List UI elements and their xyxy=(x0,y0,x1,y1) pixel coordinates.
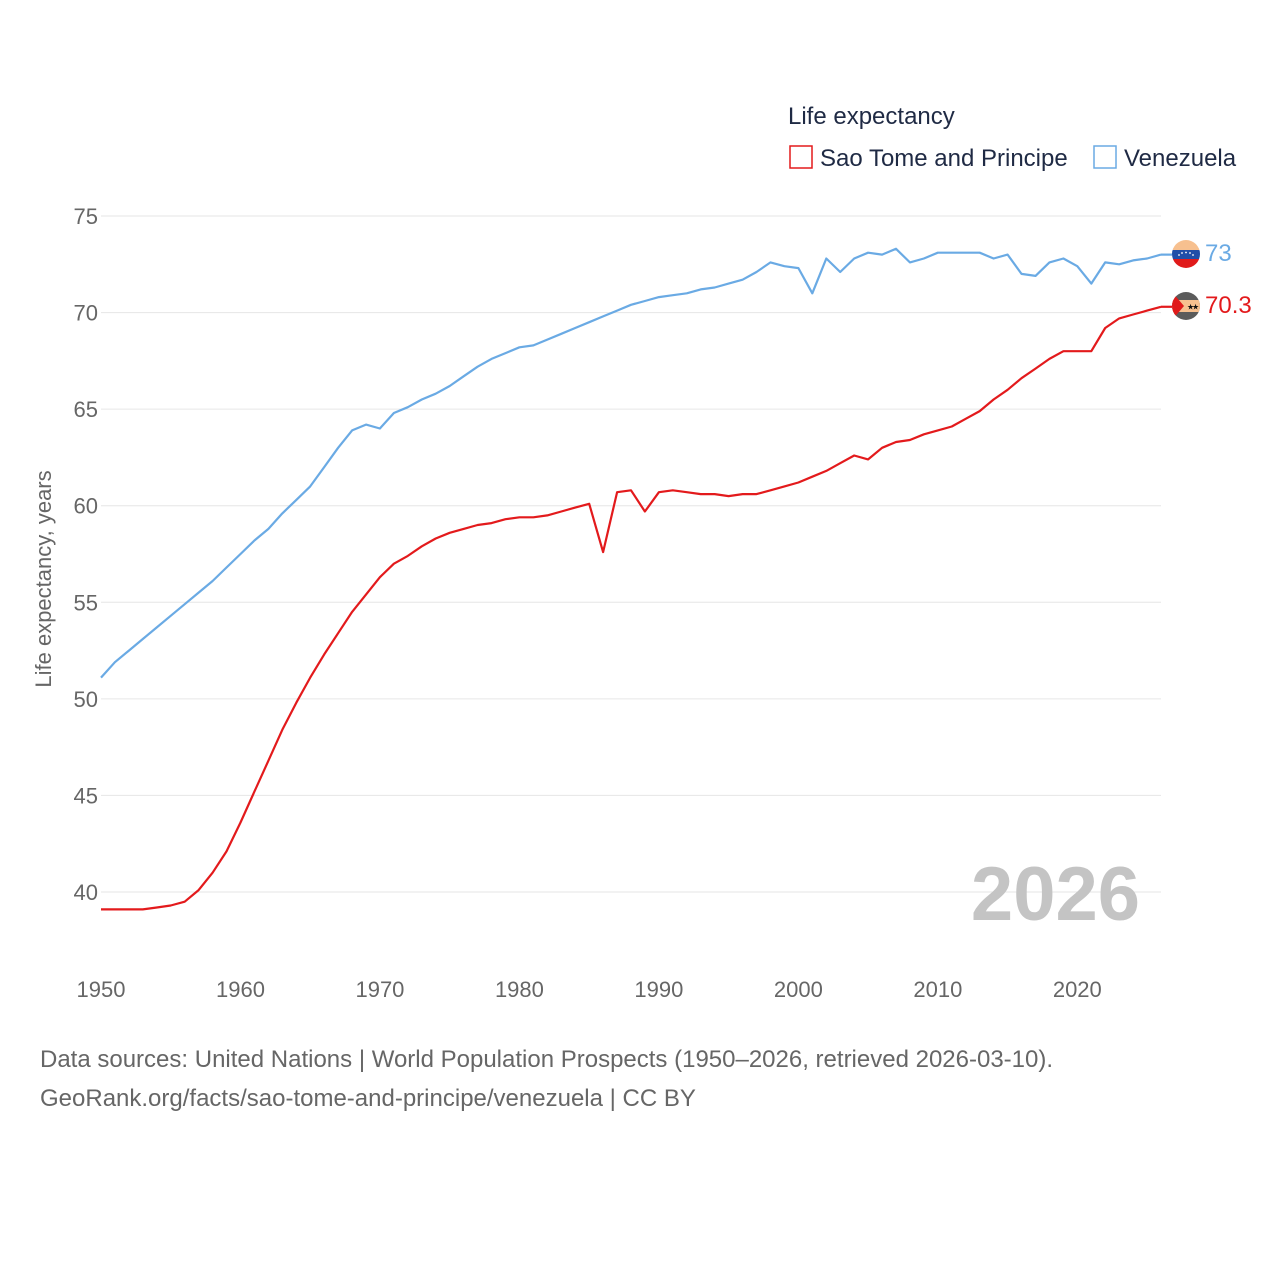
series-line-sao-tome xyxy=(101,305,1162,911)
series-line-venezuela xyxy=(100,247,1162,679)
legend-title: Life expectancy xyxy=(788,103,955,130)
y-axis-ticks: 40 45 50 55 60 65 70 75 xyxy=(74,204,98,905)
y-axis-title: Life expectancy, years xyxy=(31,470,56,687)
legend-item-sao-tome[interactable]: Sao Tome and Principe xyxy=(789,145,1068,172)
footer-source-line: Data sources: United Nations | World Pop… xyxy=(40,1046,1054,1073)
legend-swatch-sao-tome xyxy=(789,145,813,169)
y-tick-55: 55 xyxy=(74,590,98,615)
end-label-venezuela: 73 xyxy=(1205,240,1232,267)
x-tick-1980: 1980 xyxy=(495,977,544,1002)
x-tick-2000: 2000 xyxy=(774,977,823,1002)
series-lines xyxy=(100,247,1172,911)
x-tick-1960: 1960 xyxy=(216,977,265,1002)
venezuela-flag-marker xyxy=(1172,240,1200,268)
y-tick-70: 70 xyxy=(74,301,98,326)
x-tick-1990: 1990 xyxy=(634,977,683,1002)
grid-lines xyxy=(101,215,1161,893)
year-label: 2026 xyxy=(971,852,1140,937)
y-tick-75: 75 xyxy=(74,204,98,229)
y-tick-60: 60 xyxy=(74,494,98,519)
svg-text:★: ★ xyxy=(1192,303,1199,312)
footer-url-line: GeoRank.org/facts/sao-tome-and-principe/… xyxy=(40,1085,696,1112)
x-axis-ticks: 1950 1960 1970 1980 1990 2000 2010 2020 xyxy=(77,977,1102,1002)
legend-label-sao-tome: Sao Tome and Principe xyxy=(820,145,1068,172)
x-tick-1970: 1970 xyxy=(355,977,404,1002)
x-tick-2020: 2020 xyxy=(1053,977,1102,1002)
sao-tome-flag-marker: ★ ★ xyxy=(1172,292,1200,320)
legend-item-venezuela[interactable]: Venezuela xyxy=(1093,145,1237,172)
y-tick-65: 65 xyxy=(74,397,98,422)
legend-label-venezuela: Venezuela xyxy=(1124,145,1237,172)
x-tick-1950: 1950 xyxy=(77,977,126,1002)
end-label-sao-tome: 70.3 xyxy=(1205,292,1252,319)
legend-swatch-venezuela xyxy=(1093,145,1117,169)
y-tick-50: 50 xyxy=(74,687,98,712)
y-tick-40: 40 xyxy=(74,880,98,905)
x-tick-2010: 2010 xyxy=(913,977,962,1002)
y-tick-45: 45 xyxy=(74,783,98,808)
svg-text:★: ★ xyxy=(1187,303,1194,312)
